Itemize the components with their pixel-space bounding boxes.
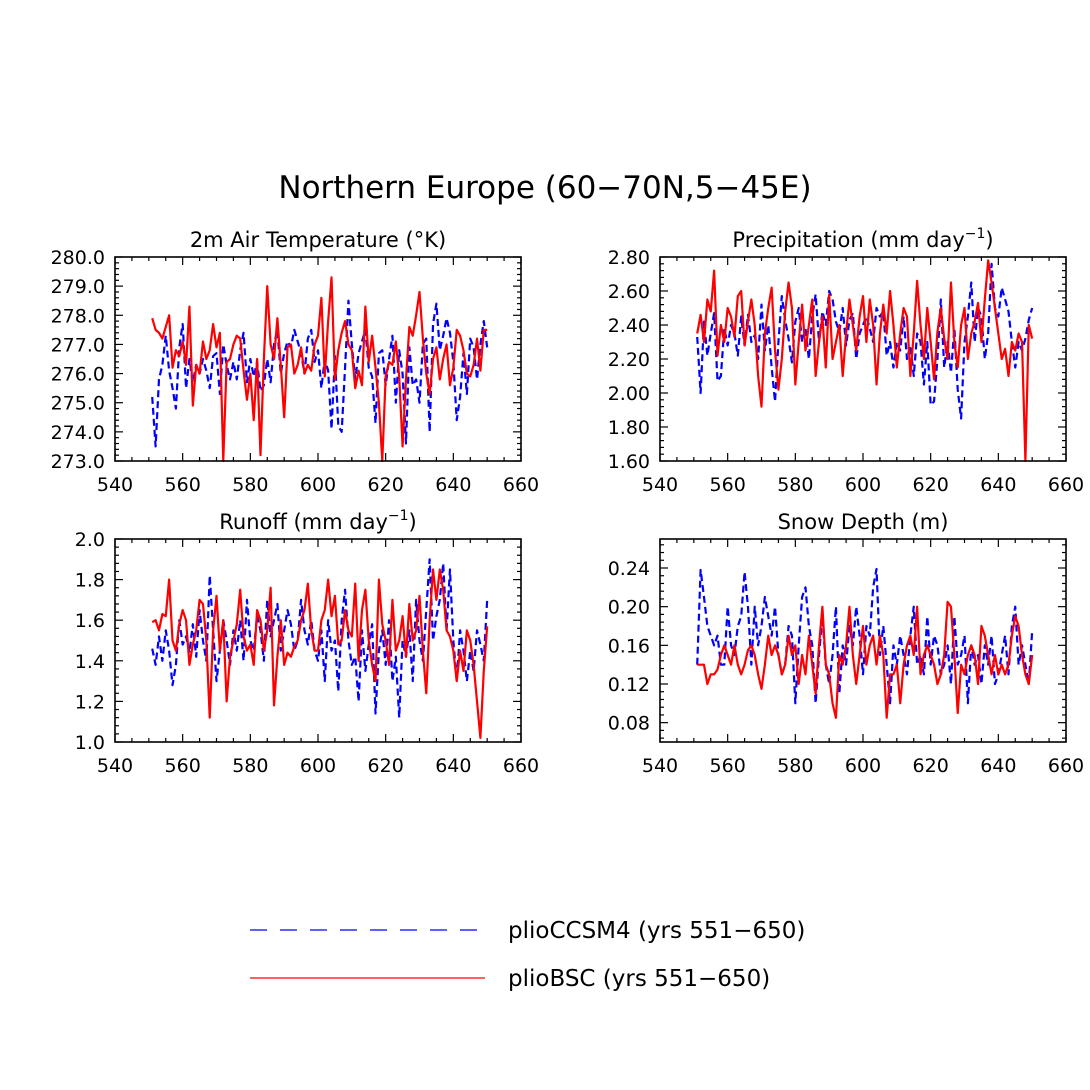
snow-depth-ytick-label: 0.24 — [608, 558, 650, 580]
runoff-xtick-label: 600 — [300, 755, 336, 777]
air-temperature-ytick-label: 279.0 — [51, 276, 105, 298]
runoff-ytick-label: 1.4 — [75, 651, 105, 673]
precipitation-title-end: ) — [985, 228, 993, 252]
precipitation-ytick-label: 2.20 — [608, 349, 650, 371]
panels: 540 560 580 600 620 640 660 273.0 274.0 275.0 276.… — [51, 226, 1085, 777]
snow-depth-xtick-label: 600 — [845, 755, 881, 777]
panel-runoff: 540 560 580 600 620 640 660 1.0 1.2 1.4 1.6 1.8 2.0 R… — [75, 508, 539, 777]
air-temperature-ytick-label: 278.0 — [51, 305, 105, 327]
legend-label-pliobsc: plioBSC (yrs 551−650) — [508, 966, 770, 992]
snow-depth-ytick-label: 0.08 — [608, 713, 650, 735]
air-temperature-ytick-label: 275.0 — [51, 393, 105, 415]
air-temperature-xtick-label: 540 — [97, 474, 133, 496]
precipitation-ytick-label: 2.80 — [608, 247, 650, 269]
snow-depth-xtick-label: 620 — [913, 755, 949, 777]
runoff-title-end: ) — [409, 510, 417, 534]
precipitation-xtick-label: 560 — [710, 474, 746, 496]
precipitation-xtick-label: 620 — [913, 474, 949, 496]
legend-label-plioccsm4: plioCCSM4 (yrs 551−650) — [508, 918, 805, 944]
runoff-ytick-label: 2.0 — [75, 529, 105, 551]
precipitation-title-superscript: −1 — [965, 226, 986, 242]
panel-air-temperature: 540 560 580 600 620 640 660 273.0 274.0 275.0 276.… — [51, 228, 540, 496]
snow-depth-ytick-label: 0.12 — [608, 674, 650, 696]
precipitation-ytick-label: 1.60 — [608, 451, 650, 473]
precipitation-ytick-label: 1.80 — [608, 417, 650, 439]
runoff-xtick-label: 660 — [503, 755, 539, 777]
snow-depth-xtick-label: 640 — [980, 755, 1016, 777]
panel-snow-depth: 540 560 580 600 620 640 660 0.08 0.12 0.16 0.20 0.2… — [608, 510, 1084, 777]
precipitation-xtick-label: 640 — [980, 474, 1016, 496]
precipitation-xtick-label: 540 — [642, 474, 678, 496]
air-temperature-ytick-label: 280.0 — [51, 247, 105, 269]
runoff-xtick-label: 640 — [435, 755, 471, 777]
precipitation-ytick-label: 2.60 — [608, 281, 650, 303]
runoff-ytick-label: 1.8 — [75, 570, 105, 592]
runoff-xtick-label: 540 — [97, 755, 133, 777]
runoff-xtick-label: 620 — [368, 755, 404, 777]
air-temperature-ytick-label: 274.0 — [51, 422, 105, 444]
precipitation-ytick-label: 2.00 — [608, 383, 650, 405]
snow-depth-ytick-label: 0.20 — [608, 597, 650, 619]
snow-depth-xtick-label: 560 — [710, 755, 746, 777]
precipitation-ytick-label: 2.40 — [608, 315, 650, 337]
air-temperature-series-plioccsm4 — [151, 299, 489, 448]
air-temperature-xtick-label: 660 — [503, 474, 539, 496]
precipitation-xtick-label: 600 — [845, 474, 881, 496]
air-temperature-xtick-label: 600 — [300, 474, 336, 496]
air-temperature-xtick-label: 640 — [435, 474, 471, 496]
figure-title: Northern Europe (60−70N,5−45E) — [278, 170, 811, 206]
runoff-title-superscript: −1 — [388, 508, 409, 524]
precipitation-xtick-label: 580 — [777, 474, 813, 496]
snow-depth-xtick-label: 660 — [1048, 755, 1084, 777]
runoff-ytick-label: 1.6 — [75, 610, 105, 632]
runoff-ytick-label: 1.0 — [75, 732, 105, 754]
precipitation-title: Precipitation (mm day−1) — [732, 226, 993, 252]
precipitation-xtick-label: 660 — [1048, 474, 1084, 496]
snow-depth-ytick-label: 0.16 — [608, 635, 650, 657]
snow-depth-xtick-label: 540 — [642, 755, 678, 777]
air-temperature-xtick-label: 580 — [232, 474, 268, 496]
air-temperature-ytick-label: 273.0 — [51, 451, 105, 473]
air-temperature-series-pliobsc — [151, 276, 488, 463]
snow-depth-xtick-label: 580 — [777, 755, 813, 777]
runoff-ytick-label: 1.2 — [75, 691, 105, 713]
runoff-title: Runoff (mm day−1) — [219, 508, 417, 534]
panel-precipitation: 540 560 580 600 620 640 660 1.60 1.80 2.00 2.20 2.4… — [608, 226, 1084, 496]
precipitation-frame — [659, 256, 1067, 462]
air-temperature-title: 2m Air Temperature (°K) — [190, 228, 446, 252]
snow-depth-title: Snow Depth (m) — [778, 510, 949, 534]
air-temperature-xtick-label: 560 — [165, 474, 201, 496]
air-temperature-ytick-label: 276.0 — [51, 364, 105, 386]
legend: plioCCSM4 (yrs 551−650) plioBSC (yrs 551… — [250, 918, 805, 992]
air-temperature-xtick-label: 620 — [368, 474, 404, 496]
runoff-xtick-label: 580 — [232, 755, 268, 777]
runoff-xtick-label: 560 — [165, 755, 201, 777]
precipitation-series-pliobsc — [696, 259, 1034, 463]
air-temperature-ytick-label: 277.0 — [51, 334, 105, 356]
snow-depth-series-pliobsc — [697, 600, 1034, 719]
runoff-series-pliobsc — [151, 568, 489, 740]
